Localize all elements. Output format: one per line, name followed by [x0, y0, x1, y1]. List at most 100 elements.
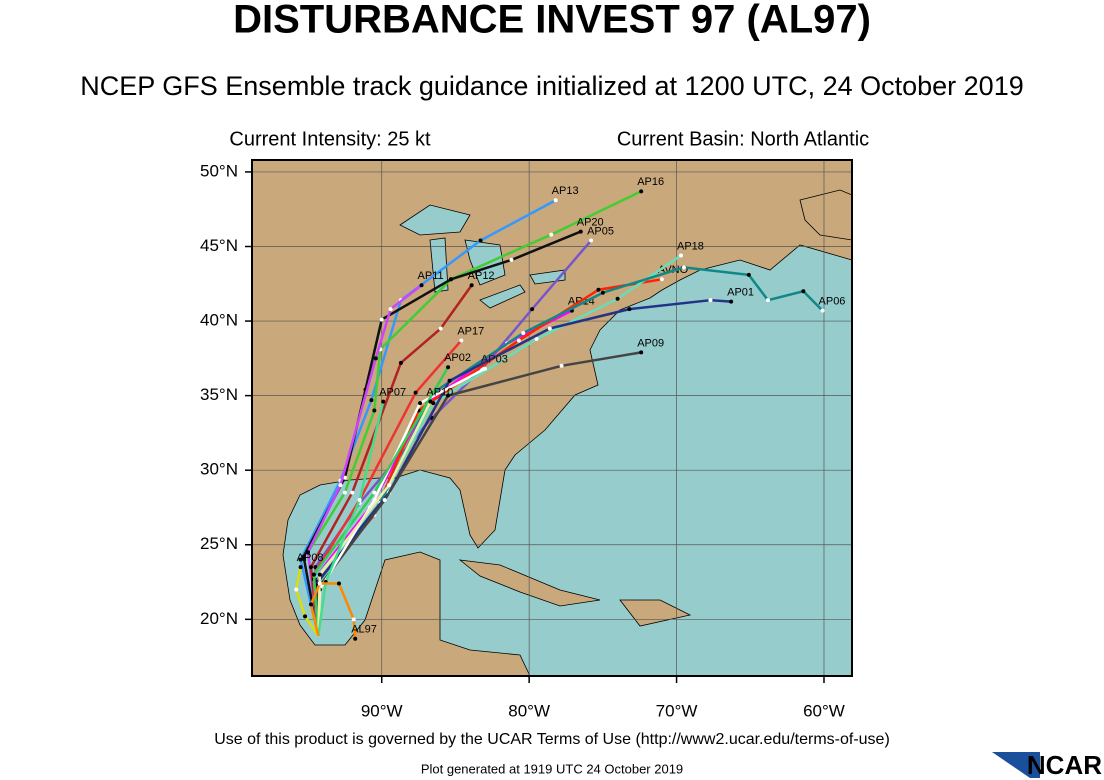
track-point — [820, 308, 825, 313]
track-label: AP02 — [444, 352, 471, 364]
track-point — [521, 330, 526, 335]
track-point — [765, 298, 770, 303]
track-point — [353, 636, 358, 641]
lat-tick-label: 50°N — [200, 161, 238, 180]
track-label: AP08 — [297, 552, 324, 564]
newfoundland — [799, 189, 852, 241]
track-point — [308, 565, 313, 570]
track-point — [381, 399, 386, 404]
lon-tick-label: 90°W — [361, 701, 403, 720]
track-point — [387, 483, 392, 488]
lon-tick-label: 70°W — [656, 701, 698, 720]
track-point — [317, 572, 322, 577]
lake-erie — [479, 284, 526, 309]
track-point — [369, 398, 374, 403]
track-point — [419, 283, 424, 288]
track-point — [469, 283, 474, 288]
track-point — [308, 602, 313, 607]
track-point — [438, 326, 443, 331]
generated: Plot generated at 1919 UTC 24 October 20… — [421, 761, 683, 776]
track-label: AP07 — [379, 387, 406, 399]
terms: Use of this product is governed by the U… — [214, 731, 890, 748]
lat-tick-label: 40°N — [200, 311, 238, 330]
track-point — [596, 287, 601, 292]
track-point — [351, 617, 356, 622]
track-point — [530, 307, 535, 312]
track-point — [306, 550, 311, 555]
track-point — [372, 490, 377, 495]
track-label: AP03 — [481, 354, 508, 366]
track-point — [459, 338, 464, 343]
lake-superior — [399, 204, 471, 236]
lat-tick-label: 45°N — [200, 236, 238, 255]
track-point — [478, 238, 483, 243]
track-label: AP16 — [637, 176, 664, 188]
track-point — [589, 238, 594, 243]
track-point — [729, 299, 734, 304]
track — [315, 351, 642, 636]
track-point — [639, 189, 644, 194]
track-label: AP05 — [587, 225, 614, 237]
lat-tick-label: 35°N — [200, 385, 238, 404]
track-point — [311, 572, 316, 577]
logo-mark — [992, 752, 1040, 778]
track-point — [357, 498, 362, 503]
track-point — [373, 356, 378, 361]
lat-tick-label: 25°N — [200, 534, 238, 553]
track-label: AP18 — [677, 240, 704, 252]
track-point — [553, 198, 558, 203]
track-point — [382, 498, 387, 503]
track-point — [509, 257, 514, 262]
lon-tick-label: 80°W — [508, 701, 550, 720]
track-point — [600, 290, 605, 295]
track-label: AP11 — [418, 270, 444, 282]
track-point — [449, 277, 454, 282]
intensity: Current Intensity: 25 kt — [229, 128, 431, 150]
track-point — [298, 557, 303, 562]
track-point — [547, 326, 552, 331]
track-point — [431, 401, 436, 406]
track-point — [659, 277, 664, 282]
track-label: AP17 — [457, 325, 484, 337]
track — [294, 566, 320, 637]
title: DISTURBANCE INVEST 97 (AL97) — [233, 0, 871, 42]
track-point — [482, 366, 487, 371]
lon-tick-label: 60°W — [803, 701, 845, 720]
track-point — [301, 554, 306, 559]
lat-tick-label: 20°N — [200, 609, 238, 628]
track-point — [294, 587, 299, 592]
track-point — [298, 565, 303, 570]
track — [317, 401, 385, 636]
track-point — [578, 229, 583, 234]
track-label: AP20 — [577, 216, 604, 228]
track-point — [681, 265, 686, 270]
track-point — [746, 272, 751, 277]
track-point — [388, 307, 393, 312]
track-point — [534, 336, 539, 341]
track-point — [447, 378, 452, 383]
track-point — [317, 581, 322, 586]
subtitle: NCEP GFS Ensemble track guidance initial… — [80, 71, 1023, 101]
track-point — [336, 581, 341, 586]
map-frame — [251, 159, 853, 677]
track-point — [372, 408, 377, 413]
track — [302, 230, 582, 636]
track-point — [413, 390, 418, 395]
track-point — [559, 363, 564, 368]
track-point — [338, 483, 343, 488]
track — [312, 366, 450, 636]
track-point — [801, 289, 806, 294]
track — [317, 401, 432, 636]
track-point — [549, 232, 554, 237]
logo: NCAR — [1027, 750, 1102, 780]
track-point — [398, 360, 403, 365]
track-point — [627, 307, 632, 312]
track-point — [639, 350, 644, 355]
track-point — [342, 490, 347, 495]
track-point — [446, 393, 451, 398]
track — [314, 298, 732, 636]
basin: Current Basin: North Atlantic — [617, 128, 869, 150]
track-point — [313, 565, 318, 570]
track-label: AL97 — [351, 624, 377, 636]
